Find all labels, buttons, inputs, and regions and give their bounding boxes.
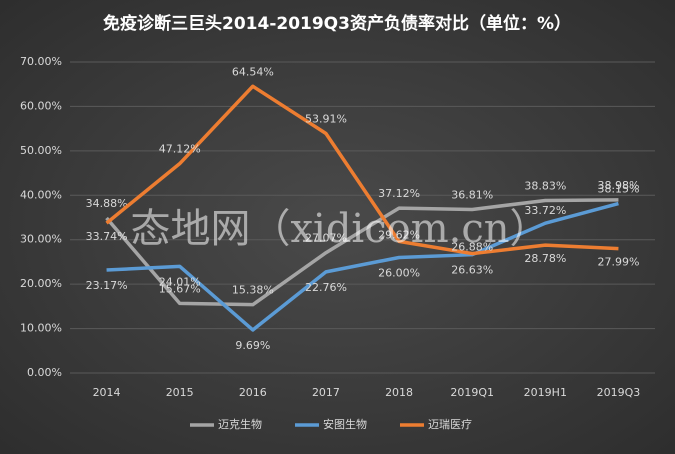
data-label: 27.07% [305, 232, 347, 245]
y-tick-label: 70.00% [20, 55, 62, 68]
data-label: 36.81% [451, 188, 493, 201]
legend-label: 迈瑞医疗 [428, 417, 472, 431]
data-label: 27.99% [597, 256, 639, 269]
x-tick-label: 2019Q1 [450, 386, 494, 399]
data-label: 26.88% [451, 241, 493, 254]
x-tick-label: 2019H1 [524, 386, 567, 399]
y-tick-label: 40.00% [20, 188, 62, 201]
chart-title: 免疫诊断三巨头2014-2019Q3资产负债率对比（单位：%） [103, 13, 571, 34]
x-tick-label: 2016 [239, 386, 267, 399]
x-tick-label: 2019Q3 [597, 386, 641, 399]
data-label: 26.00% [378, 266, 420, 279]
watermark: 态地网（xidicom.cn） [130, 206, 549, 252]
data-label: 23.17% [86, 279, 128, 292]
data-label: 26.63% [451, 264, 493, 277]
line [105, 84, 619, 256]
data-label: 9.69% [235, 339, 270, 352]
data-label: 38.83% [524, 179, 566, 192]
data-label: 38.98% [597, 179, 639, 192]
line [105, 198, 619, 307]
x-tick-label: 2015 [166, 386, 194, 399]
data-label: 34.88% [86, 197, 128, 210]
y-tick-label: 60.00% [20, 99, 62, 112]
data-label: 47.12% [159, 143, 201, 156]
data-label: 29.62% [378, 228, 420, 241]
data-label: 24.01% [159, 275, 201, 288]
data-label: 53.91% [305, 112, 347, 125]
data-label: 38.15% [597, 183, 639, 196]
x-tick-label: 2017 [312, 386, 340, 399]
data-label: 37.12% [378, 187, 420, 200]
data-label: 28.78% [524, 252, 566, 265]
y-tick-label: 30.00% [20, 233, 62, 246]
line [106, 201, 619, 332]
data-label: 15.67% [159, 282, 201, 295]
x-tick-label: 2018 [385, 386, 413, 399]
data-label: 33.74% [86, 230, 128, 243]
data-label: 15.38% [232, 284, 274, 297]
legend-label: 迈克生物 [218, 417, 262, 431]
data-label: 22.76% [305, 281, 347, 294]
x-tick-label: 2014 [93, 386, 121, 399]
data-label: 33.72% [524, 204, 566, 217]
y-tick-label: 0.00% [27, 366, 62, 379]
y-tick-label: 20.00% [20, 277, 62, 290]
data-label: 64.54% [232, 65, 274, 78]
y-tick-label: 10.00% [20, 322, 62, 335]
y-tick-label: 50.00% [20, 144, 62, 157]
legend-label: 安图生物 [323, 417, 367, 431]
